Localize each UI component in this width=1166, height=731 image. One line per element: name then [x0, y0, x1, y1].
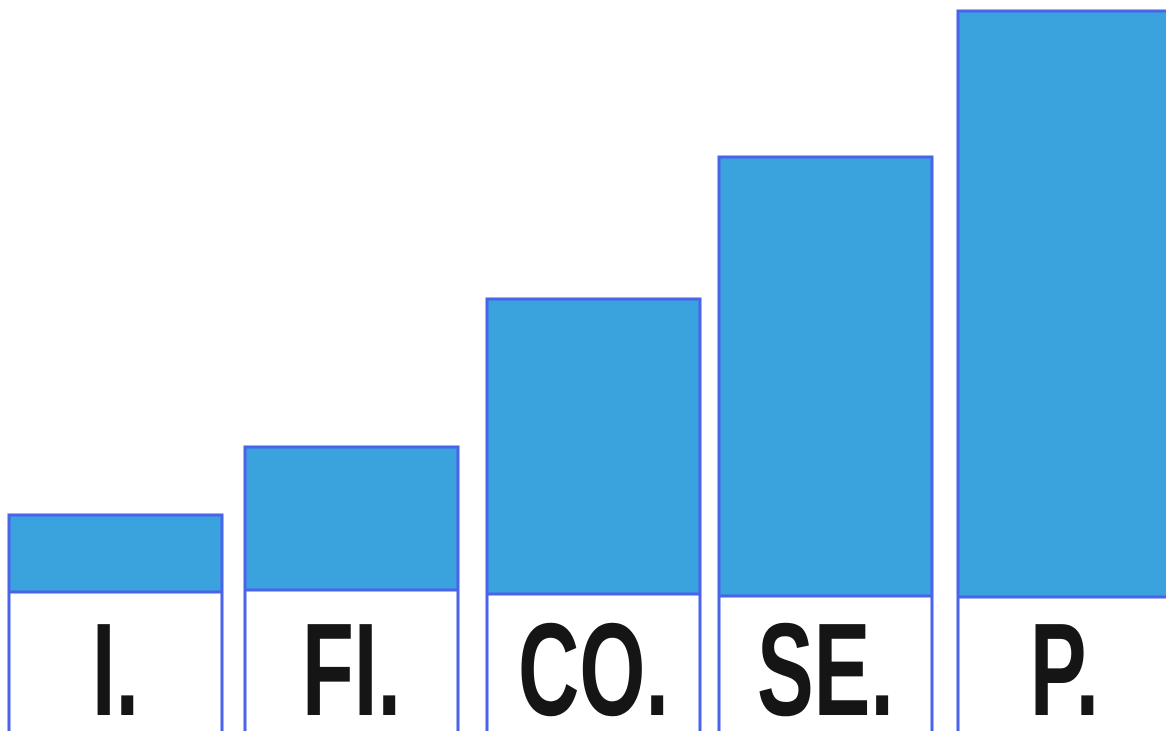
category-label-co: CO. [518, 595, 669, 731]
labels-group: I. FI. CO. SE. P. [92, 595, 1099, 731]
bar-outline-p [956, 9, 1166, 731]
bar-p [958, 11, 1166, 597]
bar-i [9, 515, 222, 592]
category-label-i: I. [92, 595, 139, 731]
bar-outline-se [717, 155, 934, 731]
bar-se [719, 157, 932, 596]
category-label-p: P. [1030, 595, 1099, 731]
bars-group [7, 9, 1166, 731]
bar-outline-co [485, 297, 702, 731]
bar-fi [245, 447, 458, 590]
category-label-se: SE. [757, 595, 894, 731]
bar-outline-i [7, 513, 224, 731]
bar-co [487, 299, 700, 594]
bar-outline-fi [243, 445, 460, 731]
category-label-fi: FI. [302, 595, 401, 731]
